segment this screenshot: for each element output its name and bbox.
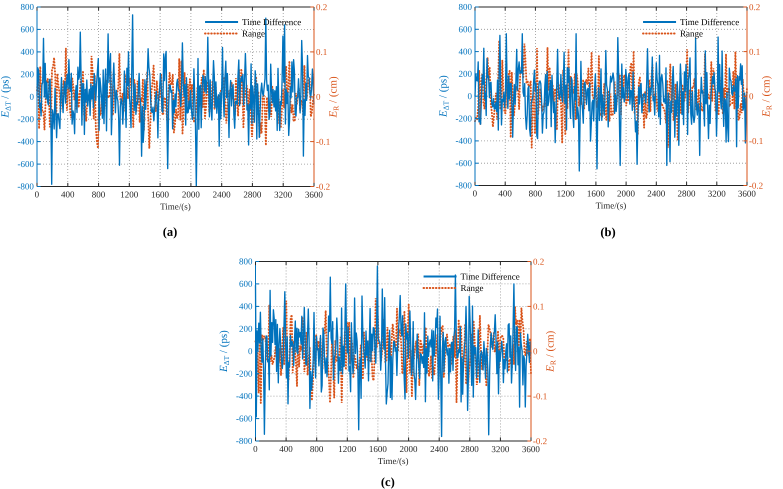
svg-text:800: 800: [459, 2, 473, 12]
svg-text:600: 600: [459, 24, 473, 34]
svg-text:400: 400: [279, 444, 293, 454]
svg-text:Range: Range: [461, 283, 484, 293]
svg-text:0: 0: [533, 346, 538, 356]
svg-text:1600: 1600: [587, 188, 606, 198]
svg-text:Time Difference: Time Difference: [461, 272, 520, 282]
svg-text:0.1: 0.1: [533, 301, 544, 311]
svg-text:1200: 1200: [557, 188, 576, 198]
svg-text:Range: Range: [242, 29, 265, 39]
svg-text:800: 800: [310, 444, 324, 454]
svg-text:1600: 1600: [151, 189, 170, 199]
svg-text:Time/(s): Time/(s): [160, 201, 191, 211]
svg-text:Range: Range: [680, 29, 703, 39]
svg-text:-400: -400: [236, 391, 253, 401]
svg-text:400: 400: [61, 189, 75, 199]
svg-text:0: 0: [253, 444, 258, 454]
svg-text:EΔT / (ps): EΔT / (ps): [218, 330, 231, 373]
svg-text:-0.2: -0.2: [749, 181, 763, 191]
svg-text:1200: 1200: [120, 189, 139, 199]
svg-text:0: 0: [35, 189, 40, 199]
svg-text:400: 400: [498, 188, 512, 198]
svg-text:-800: -800: [17, 181, 34, 191]
svg-text:2400: 2400: [647, 189, 666, 199]
svg-text:-400: -400: [455, 136, 472, 146]
svg-text:0.1: 0.1: [316, 47, 327, 57]
svg-text:-200: -200: [236, 369, 253, 379]
svg-text:400: 400: [239, 301, 253, 311]
svg-text:ER / (cm): ER / (cm): [327, 76, 340, 118]
svg-text:0: 0: [316, 92, 321, 102]
svg-text:-0.2: -0.2: [533, 436, 547, 446]
svg-text:0.1: 0.1: [749, 47, 760, 57]
svg-text:0: 0: [248, 346, 253, 356]
svg-text:Time/(s): Time/(s): [596, 200, 627, 210]
svg-text:0.2: 0.2: [533, 257, 544, 267]
svg-text:2000: 2000: [182, 190, 201, 200]
svg-text:800: 800: [239, 256, 253, 266]
svg-text:3600: 3600: [305, 190, 324, 200]
svg-text:0: 0: [749, 91, 754, 101]
svg-text:800: 800: [21, 2, 35, 12]
svg-text:-800: -800: [236, 436, 253, 446]
svg-text:-600: -600: [17, 159, 34, 169]
svg-text:1200: 1200: [338, 444, 357, 454]
svg-text:(b): (b): [600, 225, 615, 239]
svg-text:-0.2: -0.2: [316, 182, 330, 192]
svg-text:200: 200: [21, 69, 35, 79]
svg-text:0.2: 0.2: [316, 2, 327, 12]
svg-text:-0.1: -0.1: [749, 136, 763, 146]
svg-text:2000: 2000: [617, 189, 636, 199]
svg-text:(a): (a): [163, 225, 178, 239]
svg-text:Time/(s): Time/(s): [378, 456, 409, 466]
svg-text:EΔT / (ps): EΔT / (ps): [0, 75, 13, 118]
svg-text:3600: 3600: [738, 189, 757, 199]
svg-text:2800: 2800: [461, 444, 480, 454]
svg-text:0: 0: [29, 92, 34, 102]
svg-text:2800: 2800: [243, 190, 262, 200]
svg-text:3200: 3200: [274, 190, 293, 200]
svg-text:-0.1: -0.1: [316, 137, 330, 147]
svg-text:2000: 2000: [400, 444, 419, 454]
svg-text:800: 800: [92, 189, 106, 199]
svg-text:ER / (cm): ER / (cm): [544, 330, 557, 372]
svg-text:400: 400: [21, 47, 35, 57]
svg-text:ER / (cm): ER / (cm): [760, 75, 773, 117]
svg-text:600: 600: [239, 279, 253, 289]
svg-text:2800: 2800: [678, 189, 697, 199]
svg-text:3200: 3200: [708, 189, 727, 199]
svg-text:Time Difference: Time Difference: [242, 17, 301, 27]
svg-text:800: 800: [529, 188, 543, 198]
svg-text:-200: -200: [455, 113, 472, 123]
svg-text:0: 0: [467, 91, 472, 101]
svg-text:-600: -600: [455, 158, 472, 168]
svg-text:-0.1: -0.1: [533, 391, 547, 401]
svg-text:-600: -600: [236, 413, 253, 423]
svg-text:3200: 3200: [491, 444, 510, 454]
svg-text:(c): (c): [381, 475, 395, 489]
svg-text:3600: 3600: [522, 444, 541, 454]
svg-text:600: 600: [21, 24, 35, 34]
svg-text:-400: -400: [17, 136, 34, 146]
svg-text:-200: -200: [17, 114, 34, 124]
svg-text:200: 200: [239, 324, 253, 334]
svg-text:Time Difference: Time Difference: [680, 17, 739, 27]
svg-text:400: 400: [459, 46, 473, 56]
svg-text:2400: 2400: [430, 444, 449, 454]
svg-text:0.2: 0.2: [749, 2, 760, 12]
svg-text:200: 200: [459, 69, 473, 79]
svg-text:0: 0: [473, 188, 478, 198]
svg-text:-800: -800: [455, 180, 472, 190]
svg-text:EΔT / (ps): EΔT / (ps): [437, 75, 450, 118]
svg-text:1600: 1600: [369, 444, 388, 454]
svg-text:2400: 2400: [213, 190, 232, 200]
